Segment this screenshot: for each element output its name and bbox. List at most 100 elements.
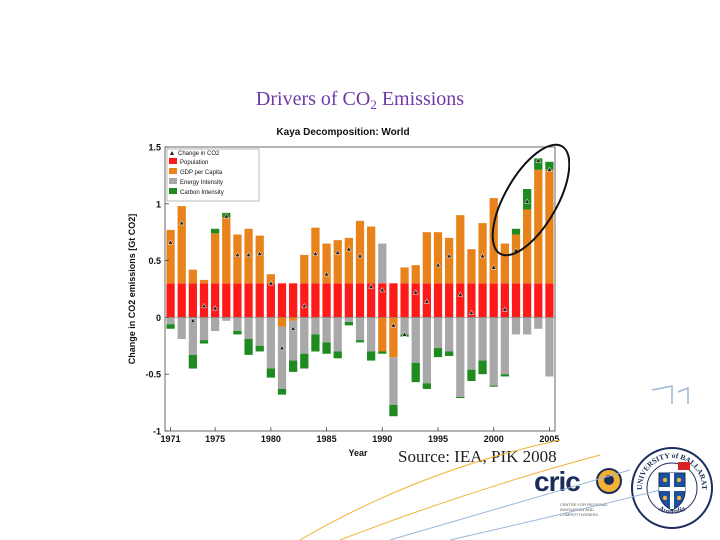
bar-carbon-1973: [188, 354, 197, 369]
bar-gdp-1972: [177, 206, 186, 284]
co2-marker-1985: [323, 271, 330, 277]
bar-energy-1989: [367, 317, 376, 352]
corner-mark: [651, 385, 689, 404]
cric-logo: cric CENTRE FOR REGIONAL INNOVATION AND …: [530, 466, 625, 521]
bar-population-1995: [433, 283, 443, 318]
co2-marker-1989: [368, 283, 374, 289]
co2-marker-2003: [524, 198, 530, 204]
bar-carbon-1999: [478, 360, 487, 375]
bar-population-1973: [188, 283, 197, 318]
bar-energy-1976: [222, 317, 231, 321]
co2-marker-1971: [167, 239, 174, 245]
bar-energy-1997: [456, 317, 465, 397]
bar-carbon-2004: [534, 158, 543, 170]
source-caption: Source: IEA, PIK 2008: [398, 447, 557, 466]
bar-population-1986: [333, 283, 342, 318]
bar-gdp-2004: [534, 169, 543, 284]
bar-energy-1998: [467, 317, 476, 370]
bar-carbon-1985: [322, 342, 331, 354]
bar-population-1980: [266, 283, 275, 318]
bar-population-1992: [400, 283, 409, 318]
bar-carbon-1978: [244, 338, 253, 355]
x-tick-label: 2005: [539, 434, 559, 444]
x-tick-label: 2000: [484, 434, 504, 444]
bar-gdp-1985: [322, 243, 331, 284]
y-axis-label: Change in CO2 emissions [Gt CO2]: [127, 214, 137, 365]
star-icon-3: [662, 495, 668, 501]
co2-marker-2000: [490, 264, 497, 270]
shield-cross-h: [659, 487, 685, 491]
bar-population-1991: [389, 283, 398, 318]
bar-carbon-1995: [433, 348, 443, 358]
bar-energy-2003: [523, 317, 532, 335]
bar-gdp-1993: [411, 265, 420, 284]
bar-population-1978: [244, 283, 253, 318]
bar-gdp-1981: [277, 317, 287, 327]
bar-energy-2000: [489, 317, 498, 386]
co2-marker-2001: [502, 306, 508, 312]
bar-population-2005: [545, 283, 554, 318]
bar-gdp-1991: [389, 317, 398, 358]
bar-population-1982: [289, 283, 298, 318]
bar-population-1999: [478, 283, 487, 318]
cric-subtitle: CENTRE FOR REGIONAL INNOVATION AND COMPE…: [560, 502, 608, 517]
bar-gdp-1983: [300, 254, 309, 284]
co2-marker-1988: [357, 252, 363, 259]
legend-label-population: Population: [180, 160, 208, 166]
co2-marker-1991: [390, 322, 397, 328]
co2-marker-1979: [256, 250, 263, 256]
bar-energy-1995: [433, 317, 443, 349]
flag-icon: [678, 462, 690, 470]
x-tick-label: 1971: [161, 434, 181, 444]
bar-gdp-1994: [422, 232, 431, 284]
bar-population-1971: [166, 283, 175, 318]
x-axis-label: Year: [348, 448, 368, 458]
bar-gdp-1996: [445, 237, 454, 284]
co2-marker-1981: [279, 344, 285, 351]
co2-marker-1994: [424, 298, 430, 304]
bar-energy-1992: [400, 317, 409, 335]
x-tick-label: 1980: [261, 434, 281, 444]
bar-gdp-1980: [266, 274, 275, 284]
bar-population-1981: [277, 283, 287, 318]
bar-energy-1999: [478, 317, 487, 361]
bar-population-2000: [489, 283, 498, 318]
bar-population-1974: [199, 283, 209, 318]
bar-gdp-1982: [289, 317, 298, 321]
chart-title: Kaya Decomposition: World: [276, 127, 409, 138]
legend-swatch-energy: [169, 178, 177, 184]
cric-wordmark: cric: [534, 466, 581, 497]
bar-energy-1988: [355, 317, 365, 341]
bar-energy-1975: [211, 317, 220, 332]
bar-energy-2002: [511, 317, 521, 335]
bar-gdp-1971: [166, 229, 175, 284]
bar-carbon-1974: [199, 340, 209, 344]
co2-marker-1986: [334, 249, 341, 255]
bar-carbon-1997: [456, 396, 465, 399]
y-tick-label: -0.5: [145, 370, 161, 380]
bar-energy-1986: [333, 317, 342, 352]
bar-energy-1996: [445, 317, 454, 352]
bar-energy-2005: [545, 317, 554, 377]
globe-icon: [596, 468, 622, 494]
bar-carbon-1975: [211, 228, 220, 234]
co2-marker-1975: [212, 305, 218, 311]
bar-gdp-1997: [456, 215, 465, 284]
legend-label-energy: Energy Intensity: [180, 180, 223, 186]
co2-marker-1987: [346, 246, 352, 252]
y-tick-label: 1: [156, 199, 161, 209]
bar-energy-1971: [166, 317, 175, 325]
bar-energy-1977: [233, 317, 242, 332]
bar-gdp-2001: [500, 243, 509, 284]
bar-carbon-1987: [344, 321, 353, 326]
co2-marker-1992: [401, 331, 408, 337]
bar-energy-2004: [534, 317, 543, 329]
bar-carbon-1988: [355, 340, 365, 343]
bar-energy-1985: [322, 317, 331, 343]
bar-population-1990: [378, 283, 387, 318]
bar-energy-1990: [378, 243, 387, 284]
co2-marker-1993: [412, 289, 419, 295]
bar-population-1997: [456, 283, 465, 318]
y-tick-label: 1.5: [148, 143, 161, 153]
x-axis: 1971 1975 1980 1985 1990 1995 2000 2005: [161, 427, 559, 444]
